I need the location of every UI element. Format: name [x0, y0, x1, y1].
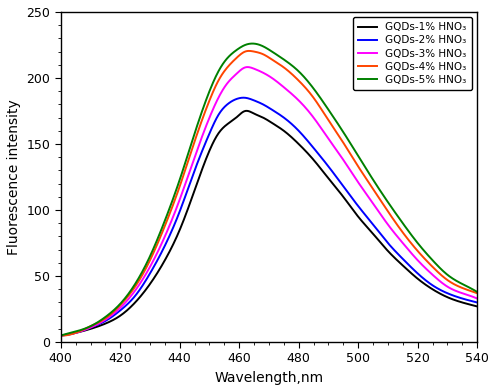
X-axis label: Wavelength,nm: Wavelength,nm: [214, 371, 323, 385]
GQDs-4% HNO₃: [337, 136, 343, 140]
GQDs-4% HNO₃: [305, 88, 310, 93]
GQDs-4% HNO₃: [59, 333, 65, 338]
Line: GQDs-1% HNO₃: GQDs-1% HNO₃: [61, 111, 477, 336]
GQDs-1% HNO₃: [372, 234, 378, 238]
GQDs-5% HNO₃: [336, 124, 342, 129]
GQDs-2% HNO₃: [165, 237, 171, 242]
GQDs-1% HNO₃: [58, 333, 64, 338]
GQDs-2% HNO₃: [131, 294, 137, 299]
GQDs-5% HNO₃: [131, 283, 137, 287]
GQDs-5% HNO₃: [58, 333, 64, 338]
Line: GQDs-2% HNO₃: GQDs-2% HNO₃: [61, 98, 477, 336]
GQDs-4% HNO₃: [246, 49, 252, 53]
GQDs-3% HNO₃: [58, 333, 64, 338]
GQDs-3% HNO₃: [245, 65, 251, 69]
GQDs-5% HNO₃: [165, 211, 171, 215]
GQDs-2% HNO₃: [58, 333, 64, 338]
GQDs-3% HNO₃: [304, 107, 310, 112]
GQDs-1% HNO₃: [247, 109, 253, 114]
GQDs-3% HNO₃: [372, 204, 378, 209]
GQDs-5% HNO₃: [249, 41, 255, 46]
GQDs-4% HNO₃: [474, 291, 480, 296]
GQDs-3% HNO₃: [336, 152, 342, 157]
GQDs-2% HNO₃: [372, 225, 378, 229]
Line: GQDs-4% HNO₃: GQDs-4% HNO₃: [61, 51, 477, 336]
GQDs-3% HNO₃: [165, 227, 171, 232]
GQDs-5% HNO₃: [246, 42, 252, 46]
GQDs-2% HNO₃: [241, 95, 247, 100]
GQDs-4% HNO₃: [248, 49, 253, 53]
Y-axis label: Fluorescence intensity: Fluorescence intensity: [7, 99, 21, 255]
Line: GQDs-5% HNO₃: GQDs-5% HNO₃: [61, 44, 477, 336]
GQDs-3% HNO₃: [131, 289, 137, 294]
Legend: GQDs-1% HNO₃, GQDs-2% HNO₃, GQDs-3% HNO₃, GQDs-4% HNO₃, GQDs-5% HNO₃: GQDs-1% HNO₃, GQDs-2% HNO₃, GQDs-3% HNO₃…: [353, 17, 472, 90]
Line: GQDs-3% HNO₃: GQDs-3% HNO₃: [61, 67, 477, 336]
GQDs-1% HNO₃: [131, 301, 137, 305]
GQDs-5% HNO₃: [372, 180, 378, 185]
GQDs-4% HNO₃: [132, 284, 138, 289]
GQDs-2% HNO₃: [336, 179, 342, 183]
GQDs-4% HNO₃: [372, 191, 378, 195]
GQDs-2% HNO₃: [304, 138, 310, 142]
GQDs-1% HNO₃: [244, 109, 249, 113]
GQDs-5% HNO₃: [474, 290, 480, 294]
GQDs-1% HNO₃: [474, 304, 480, 309]
GQDs-1% HNO₃: [304, 150, 310, 155]
GQDs-4% HNO₃: [58, 333, 64, 338]
GQDs-2% HNO₃: [474, 300, 480, 305]
GQDs-1% HNO₃: [336, 190, 342, 194]
GQDs-1% HNO₃: [165, 252, 171, 257]
GQDs-3% HNO₃: [247, 65, 253, 70]
GQDs-5% HNO₃: [304, 78, 310, 82]
GQDs-3% HNO₃: [474, 296, 480, 301]
GQDs-2% HNO₃: [247, 96, 253, 101]
GQDs-4% HNO₃: [166, 214, 172, 219]
